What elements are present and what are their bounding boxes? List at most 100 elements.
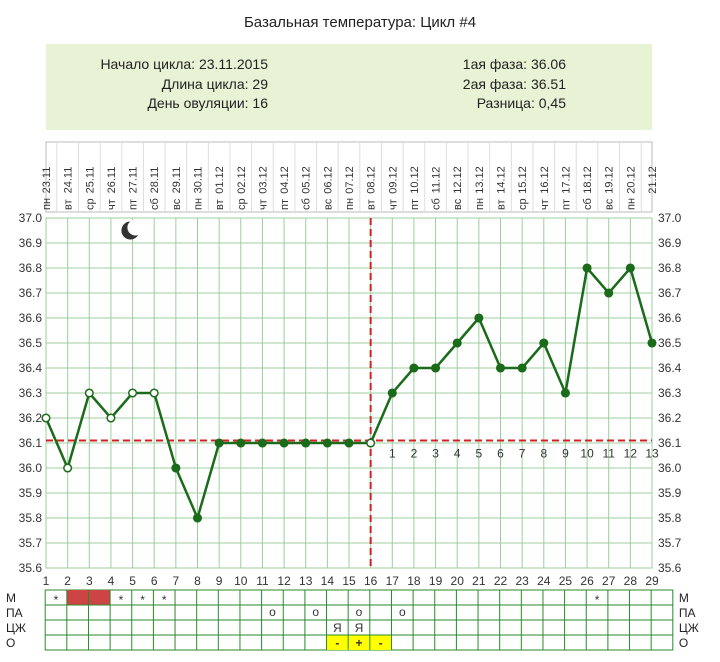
- temperature-point: [387, 388, 397, 398]
- x-tick-day: 26: [580, 574, 594, 588]
- y-tick-left: 36.6: [19, 311, 43, 325]
- temperature-point: [517, 363, 527, 373]
- y-tick-left: 36.9: [19, 236, 43, 250]
- y-tick-left: 36.3: [19, 386, 43, 400]
- period-cell: [88, 590, 111, 605]
- period-star: *: [595, 593, 600, 607]
- date-label: 06.12: [322, 166, 334, 194]
- date-label: 21.12: [647, 166, 659, 194]
- intercourse-mark: o: [312, 605, 319, 619]
- weekday-label: вс: [171, 198, 183, 210]
- weekday-label: пт: [560, 199, 572, 210]
- y-tick-left: 36.0: [19, 461, 43, 475]
- x-tick-day: 11: [256, 574, 269, 588]
- weekday-label: сб: [582, 198, 594, 210]
- temperature-point: [301, 438, 311, 448]
- date-label: 16.12: [539, 166, 551, 194]
- ovulation-test-mark: -: [379, 636, 383, 650]
- weekday-label: пт: [279, 199, 291, 210]
- temperature-point: [128, 388, 138, 398]
- weekday-label: вс: [604, 198, 616, 210]
- temperature-point: [452, 338, 462, 348]
- table-row-label-left: ПА: [6, 606, 23, 620]
- y-tick-left: 36.7: [19, 286, 43, 300]
- table-row-label-left: О: [6, 636, 15, 650]
- temperature-point: [279, 438, 289, 448]
- cervical-fluid-mark: Я: [333, 621, 342, 635]
- y-tick-left: 35.6: [19, 561, 43, 575]
- x-tick-day: 24: [537, 574, 551, 588]
- luteal-day-number: 8: [540, 447, 547, 461]
- y-tick-right: 36.8: [658, 261, 682, 275]
- moon-cutout: [127, 219, 144, 236]
- x-tick-day: 13: [299, 574, 313, 588]
- weekday-label: вт: [366, 199, 378, 210]
- x-tick-day: 16: [364, 574, 378, 588]
- weekday-label: вс: [452, 198, 464, 210]
- date-label: 04.12: [279, 166, 291, 194]
- weekday-label: пн: [474, 198, 486, 210]
- y-tick-right: 36.5: [658, 336, 682, 350]
- x-tick-day: 2: [64, 574, 71, 588]
- y-tick-left: 36.8: [19, 261, 43, 275]
- y-tick-left: 37.0: [19, 211, 43, 225]
- weekday-label: сб: [301, 198, 313, 210]
- weekday-label: сб: [431, 198, 443, 210]
- temperature-point: [625, 263, 635, 273]
- weekday-label: пт: [409, 199, 421, 210]
- weekday-label: чт: [106, 199, 118, 210]
- temperature-point: [474, 313, 484, 323]
- period-star: *: [119, 593, 124, 607]
- date-label: 18.12: [582, 166, 594, 194]
- x-tick-day: 21: [472, 574, 486, 588]
- y-tick-right: 36.0: [658, 461, 682, 475]
- x-tick-day: 15: [342, 574, 356, 588]
- ovulation-test-cell: [348, 635, 370, 650]
- temperature-point: [495, 363, 506, 373]
- date-label: 05.12: [301, 166, 313, 194]
- date-label: 19.12: [604, 166, 616, 194]
- weekday-label: сб: [149, 198, 161, 210]
- temperature-point: [604, 288, 614, 298]
- x-tick-day: 4: [108, 574, 115, 588]
- phase2-temp: 2ая фаза: 36.51: [462, 76, 566, 92]
- luteal-day-number: 3: [432, 447, 439, 461]
- temperature-point: [366, 438, 376, 448]
- y-tick-right: 35.8: [658, 511, 682, 525]
- intercourse-mark: o: [399, 605, 406, 619]
- date-label: 11.12: [431, 167, 443, 194]
- temperature-point: [322, 438, 332, 448]
- y-tick-left: 36.2: [19, 411, 43, 425]
- date-label: 24.11: [63, 167, 75, 194]
- weekday-label: пт: [128, 199, 140, 210]
- intercourse-mark: o: [356, 605, 363, 619]
- x-tick-day: 1: [43, 574, 50, 588]
- luteal-day-number: 1: [389, 447, 396, 461]
- weekday-label: ср: [236, 198, 248, 210]
- chart-title: Базальная температура: Цикл #4: [243, 14, 477, 31]
- x-tick-day: 23: [515, 574, 529, 588]
- x-tick-day: 25: [559, 574, 573, 588]
- y-tick-left: 36.5: [19, 336, 43, 350]
- weekday-label: чт: [539, 199, 551, 210]
- date-header-frame: [45, 141, 653, 213]
- x-tick-day: 6: [151, 574, 158, 588]
- x-tick-day: 19: [429, 574, 443, 588]
- x-tick-day: 12: [277, 574, 291, 588]
- temperature-point: [214, 438, 224, 448]
- date-label: 12.12: [452, 166, 464, 194]
- y-tick-right: 36.3: [658, 386, 682, 400]
- temp-difference: Разница: 0,45: [476, 95, 566, 111]
- y-tick-left: 35.8: [19, 511, 43, 525]
- date-label: 07.12: [344, 166, 356, 194]
- y-tick-right: 36.4: [658, 361, 682, 375]
- luteal-day-number: 5: [476, 447, 483, 461]
- temperature-point: [257, 438, 267, 448]
- date-label: 02.12: [236, 166, 248, 194]
- temperature-point: [560, 388, 570, 398]
- period-cell: [66, 590, 89, 605]
- luteal-day-number: 4: [454, 447, 461, 461]
- phase1-temp: 1ая фаза: 36.06: [462, 56, 566, 72]
- temperature-point: [171, 463, 181, 473]
